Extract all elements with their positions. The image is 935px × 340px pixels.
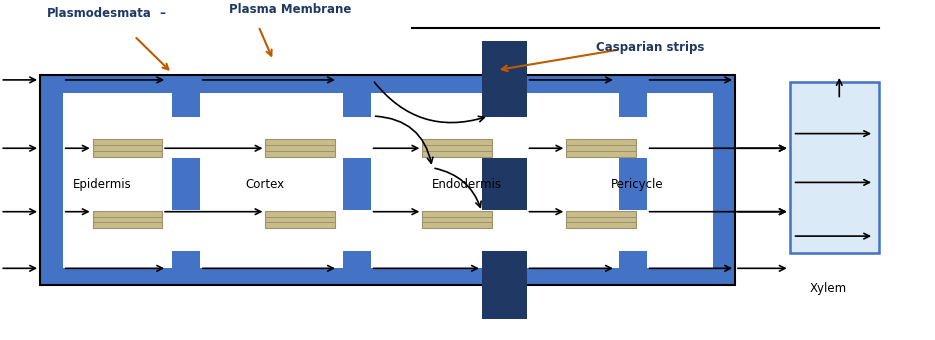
- Bar: [40, 75, 735, 285]
- Text: Epidermis: Epidermis: [73, 178, 132, 191]
- Text: –: –: [156, 7, 166, 20]
- Bar: [567, 139, 636, 157]
- Bar: [482, 117, 526, 158]
- Text: Plasmodesmata: Plasmodesmata: [47, 7, 151, 20]
- Bar: [619, 117, 647, 158]
- Bar: [93, 211, 162, 228]
- Bar: [343, 117, 370, 158]
- Bar: [172, 117, 200, 158]
- Text: Cortex: Cortex: [246, 178, 284, 191]
- Bar: [482, 210, 526, 251]
- Text: Pericycle: Pericycle: [611, 178, 664, 191]
- Bar: [482, 41, 526, 319]
- Bar: [423, 211, 492, 228]
- Text: Plasma Membrane: Plasma Membrane: [229, 3, 351, 16]
- Text: Endodermis: Endodermis: [432, 178, 502, 191]
- Bar: [266, 139, 335, 157]
- Bar: [172, 92, 200, 268]
- Bar: [423, 139, 492, 157]
- Bar: [93, 139, 162, 157]
- Bar: [619, 210, 647, 251]
- Bar: [172, 210, 200, 251]
- Bar: [790, 82, 879, 253]
- Bar: [63, 92, 713, 268]
- Bar: [266, 211, 335, 228]
- Bar: [343, 210, 370, 251]
- Bar: [343, 92, 370, 268]
- Bar: [567, 211, 636, 228]
- Text: Casparian strips: Casparian strips: [596, 40, 704, 53]
- Text: Xylem: Xylem: [810, 282, 846, 295]
- Bar: [619, 92, 647, 268]
